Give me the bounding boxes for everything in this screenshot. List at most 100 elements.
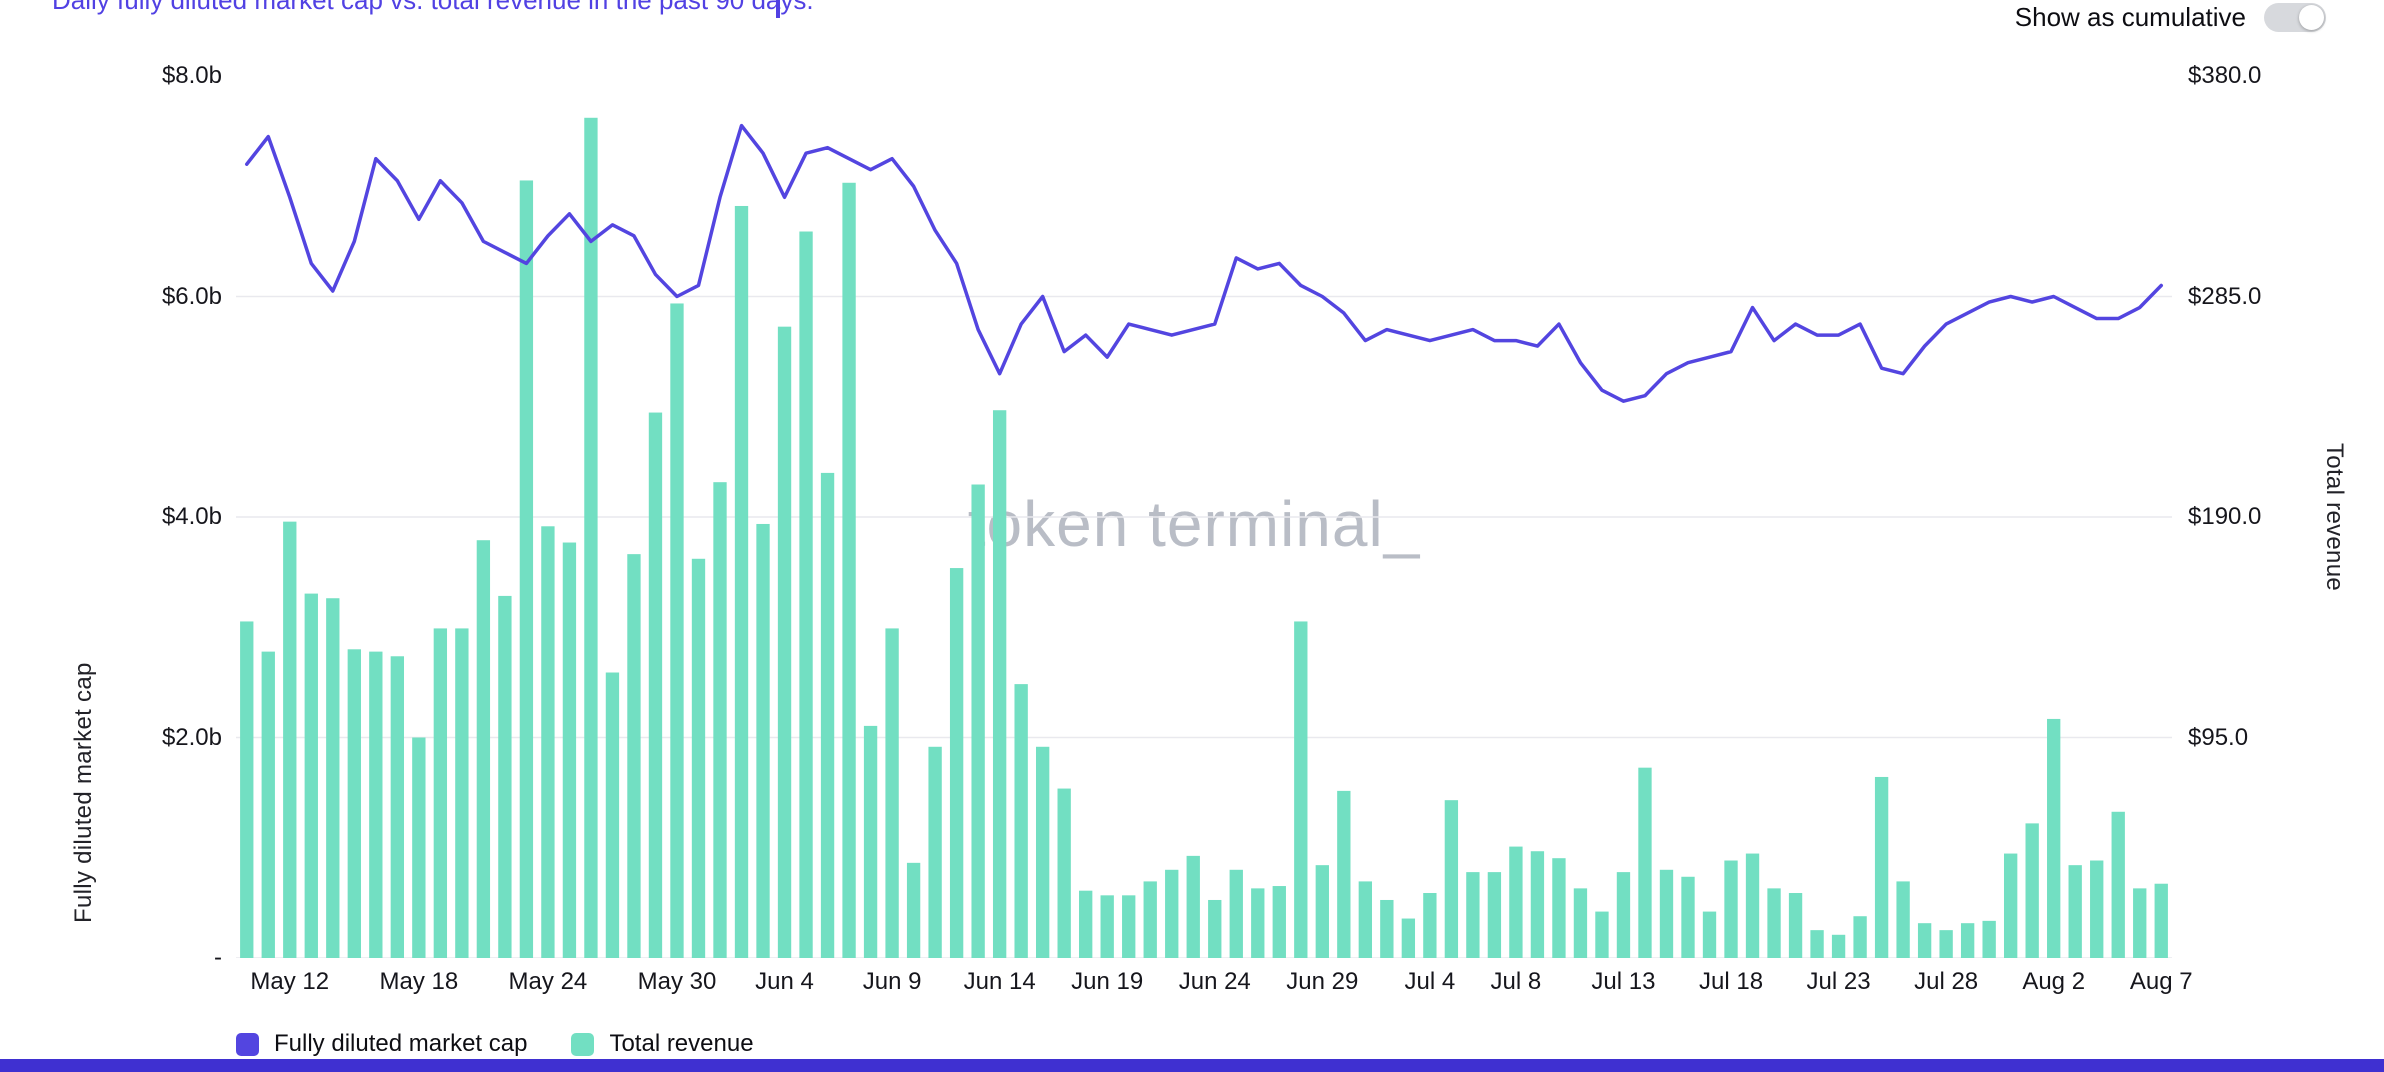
plot-area[interactable]	[236, 76, 2172, 958]
revenue-bar[interactable]	[949, 568, 964, 958]
revenue-bar[interactable]	[1229, 869, 1243, 958]
revenue-bar[interactable]	[1681, 876, 1695, 958]
cumulative-toggle-switch[interactable]	[2264, 3, 2326, 32]
revenue-bar[interactable]	[691, 558, 706, 958]
revenue-bar[interactable]	[1616, 872, 1631, 958]
revenue-bar[interactable]	[1079, 890, 1093, 958]
revenue-bar[interactable]	[670, 303, 684, 958]
revenue-bar[interactable]	[1444, 800, 1459, 958]
revenue-bar[interactable]	[1100, 895, 1114, 958]
revenue-bar[interactable]	[1595, 911, 1609, 958]
revenue-bar[interactable]	[2111, 811, 2125, 958]
revenue-bar[interactable]	[1702, 911, 1717, 958]
x-tick-label: Jun 9	[862, 968, 922, 995]
revenue-bar[interactable]	[283, 521, 297, 958]
revenue-bar[interactable]	[1874, 776, 1889, 958]
revenue-bar[interactable]	[1552, 858, 1566, 958]
revenue-bar[interactable]	[1251, 888, 1265, 958]
revenue-bar[interactable]	[562, 542, 577, 958]
revenue-bar[interactable]	[1122, 895, 1136, 958]
revenue-bar[interactable]	[627, 554, 641, 958]
revenue-bar[interactable]	[326, 598, 340, 958]
revenue-bar[interactable]	[734, 205, 749, 958]
revenue-bar[interactable]	[1530, 851, 1545, 958]
revenue-bar[interactable]	[1788, 893, 1803, 958]
revenue-bar[interactable]	[433, 628, 448, 958]
revenue-bar[interactable]	[304, 593, 318, 958]
revenue-bar[interactable]	[1917, 923, 1932, 958]
revenue-bar[interactable]	[885, 628, 899, 958]
revenue-bar[interactable]	[1487, 872, 1502, 958]
revenue-bar[interactable]	[412, 737, 426, 959]
right-tick-label: $190.0	[2188, 503, 2262, 530]
revenue-bar[interactable]	[1767, 888, 1781, 958]
revenue-bar[interactable]	[863, 725, 878, 958]
revenue-bar[interactable]	[1573, 888, 1588, 958]
revenue-bar[interactable]	[476, 540, 491, 958]
revenue-bar[interactable]	[2025, 823, 2039, 958]
revenue-bar[interactable]	[1659, 869, 1674, 958]
revenue-bar[interactable]	[1466, 872, 1480, 958]
revenue-bar[interactable]	[820, 472, 835, 958]
revenue-bar[interactable]	[519, 180, 534, 958]
revenue-bar[interactable]	[1165, 869, 1179, 958]
revenue-bar[interactable]	[799, 231, 813, 958]
revenue-bar[interactable]	[240, 621, 254, 958]
revenue-bar[interactable]	[2047, 718, 2061, 958]
revenue-bar[interactable]	[347, 649, 361, 958]
revenue-bar[interactable]	[1896, 881, 1910, 958]
revenue-bar[interactable]	[1509, 846, 1523, 958]
revenue-bar[interactable]	[541, 526, 555, 958]
revenue-bar[interactable]	[1143, 881, 1157, 958]
revenue-bar[interactable]	[648, 412, 663, 958]
revenue-bar[interactable]	[842, 182, 856, 958]
revenue-bar[interactable]	[1315, 865, 1329, 958]
revenue-bar[interactable]	[1831, 934, 1846, 958]
revenue-bar[interactable]	[1294, 621, 1308, 958]
revenue-bar[interactable]	[1423, 893, 1437, 958]
revenue-bar[interactable]	[971, 484, 985, 958]
revenue-bar[interactable]	[1724, 860, 1738, 958]
revenue-bar[interactable]	[2154, 883, 2168, 958]
revenue-bar[interactable]	[1057, 788, 1071, 958]
revenue-bar[interactable]	[1186, 855, 1200, 958]
revenue-bar[interactable]	[756, 523, 770, 958]
revenue-bar[interactable]	[1358, 881, 1373, 958]
revenue-bar[interactable]	[1853, 916, 1867, 958]
revenue-bar[interactable]	[992, 410, 1007, 958]
revenue-bar[interactable]	[455, 628, 469, 958]
revenue-bar[interactable]	[369, 651, 383, 958]
revenue-bar[interactable]	[1810, 930, 1824, 958]
revenue-bar[interactable]	[2068, 865, 2082, 958]
revenue-bar[interactable]	[1380, 899, 1394, 958]
revenue-bar[interactable]	[1272, 886, 1286, 958]
revenue-bar[interactable]	[713, 482, 727, 958]
revenue-bar[interactable]	[1337, 790, 1351, 958]
revenue-bar[interactable]	[777, 326, 792, 958]
revenue-bar[interactable]	[1035, 746, 1050, 958]
revenue-bar[interactable]	[928, 746, 942, 958]
revenue-bar[interactable]	[584, 117, 598, 958]
revenue-bar[interactable]	[1960, 923, 1975, 958]
x-tick-label: Aug 2	[2022, 968, 2086, 995]
revenue-bar[interactable]	[906, 862, 921, 958]
revenue-bar[interactable]	[2133, 888, 2147, 958]
revenue-bar[interactable]	[1401, 918, 1416, 958]
left-tick-label: $6.0b	[161, 282, 222, 310]
revenue-bar[interactable]	[1982, 920, 1996, 958]
revenue-bar[interactable]	[2090, 860, 2104, 958]
revenue-bar[interactable]	[2003, 853, 2018, 958]
revenue-bar[interactable]	[1208, 899, 1222, 958]
x-tick-label: May 12	[250, 968, 330, 995]
revenue-bar[interactable]	[498, 595, 512, 958]
revenue-bar[interactable]	[1638, 767, 1652, 958]
revenue-bar[interactable]	[1939, 930, 1953, 958]
market-cap-line[interactable]	[245, 123, 2163, 403]
revenue-bar[interactable]	[1014, 684, 1028, 958]
legend-item-market-cap[interactable]: Fully diluted market cap	[236, 1030, 527, 1058]
revenue-bar[interactable]	[605, 672, 620, 958]
legend-item-revenue[interactable]: Total revenue	[571, 1030, 754, 1058]
revenue-bar[interactable]	[261, 651, 275, 958]
revenue-bar[interactable]	[1745, 853, 1760, 958]
revenue-bar[interactable]	[390, 656, 405, 958]
